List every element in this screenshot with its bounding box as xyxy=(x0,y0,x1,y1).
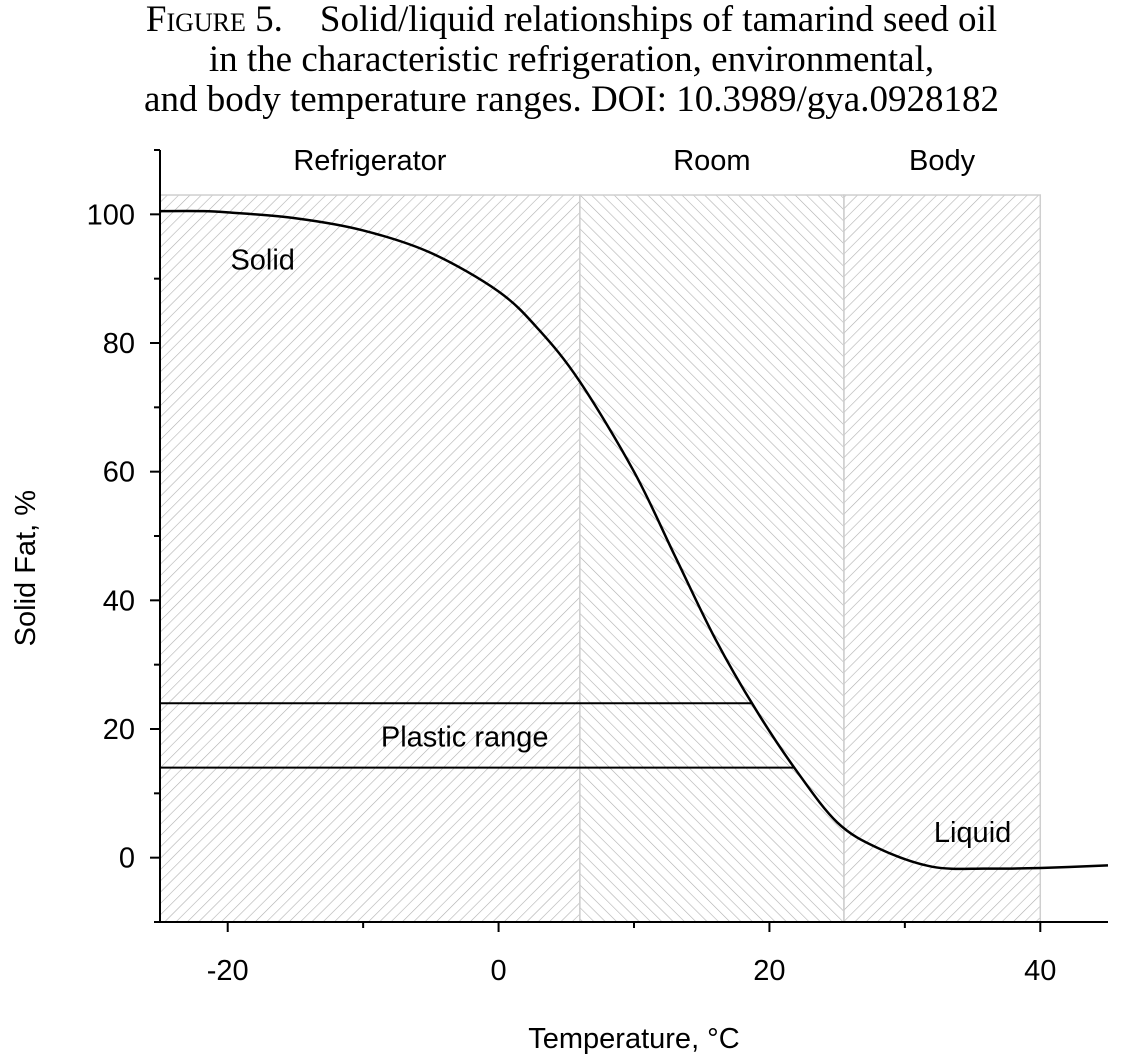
plastic-range xyxy=(160,702,795,769)
solid-fat-line xyxy=(159,209,1109,871)
axes: 0 20 40 60 80 100 -20 0 20 40 Temperature, °C Solid… xyxy=(10,149,1108,1055)
chart-labels: Refrigerator Room Body Plastic range Solid Li… xyxy=(230,145,1011,849)
solid-annotation: Solid xyxy=(230,244,295,276)
solid-fat-curve xyxy=(159,209,1109,871)
region-label-refrigerator: Refrigerator xyxy=(293,145,446,177)
region-label-room: Room xyxy=(673,145,750,177)
y-tick-label: 40 xyxy=(103,585,135,617)
y-axis-title: Solid Fat, % xyxy=(10,490,42,646)
caption-line-3: and body temperature ranges. DOI: 10.398… xyxy=(144,79,999,120)
plastic-range-label: Plastic range xyxy=(381,721,549,753)
x-tick-label: 0 xyxy=(491,955,507,987)
x-axis-title: Temperature, °C xyxy=(528,1023,739,1055)
region-room xyxy=(579,194,845,923)
region-label-body: Body xyxy=(909,145,976,177)
x-tick-label: 40 xyxy=(1024,955,1056,987)
figure-caption: Figure 5. Solid/liquid relationships of … xyxy=(0,0,1143,120)
temperature-regions xyxy=(159,194,1042,923)
y-tick-label: 20 xyxy=(103,714,135,746)
caption-line-1: Figure 5. Solid/liquid relationships of … xyxy=(0,0,1143,40)
liquid-annotation: Liquid xyxy=(934,817,1011,849)
y-tick-label: 0 xyxy=(119,843,135,875)
y-tick-label: 100 xyxy=(87,199,135,231)
region-refrigerator xyxy=(159,194,581,923)
figure-label: Figure 5. xyxy=(145,0,283,40)
caption-line-1-text: Solid/liquid relationships of tamarind s… xyxy=(319,0,998,40)
x-tick-label: -20 xyxy=(207,955,249,987)
y-tick-label: 60 xyxy=(103,457,135,489)
y-tick-label: 80 xyxy=(103,328,135,360)
caption-line-2: in the characteristic refrigeration, env… xyxy=(208,39,935,80)
x-tick-label: 20 xyxy=(753,955,785,987)
region-body xyxy=(843,194,1042,923)
